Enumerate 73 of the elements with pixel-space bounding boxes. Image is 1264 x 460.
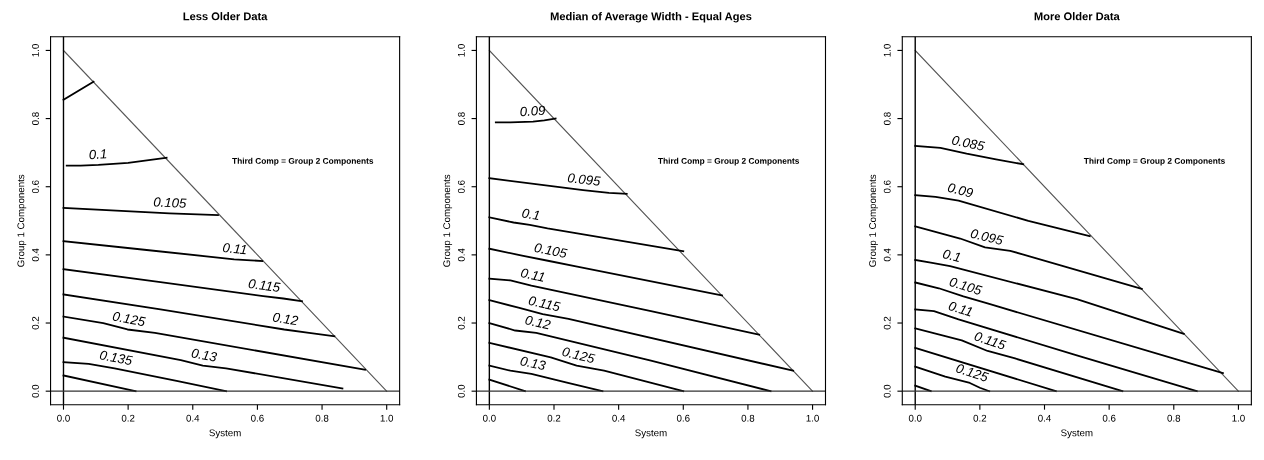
y-tick-label: 0.4 (883, 248, 891, 262)
series-label: 0.1 (89, 149, 107, 160)
text: 0.135 (99, 350, 134, 366)
x-axis-title: System (1061, 429, 1093, 439)
text: 0.125 (112, 311, 146, 327)
text: 0.11 (520, 267, 545, 282)
y-axis-title: Group 1 Components (869, 174, 878, 267)
text: 0.1 (942, 248, 961, 263)
y-tick-label: 1.0 (883, 44, 891, 57)
y-tick-label: 0.4 (457, 248, 465, 262)
x-tick-label: 0.2 (973, 414, 987, 422)
y-tick-label: 0.8 (32, 112, 39, 125)
text: 0.1 (521, 208, 540, 221)
text: 0.13 (191, 348, 218, 362)
x-tick-label: 0.4 (612, 414, 626, 422)
y-tick-label: 0.6 (883, 180, 891, 194)
x-tick-label: 1.0 (1232, 414, 1245, 422)
x-axis-title: System (209, 429, 241, 439)
y-tick-label: 1.0 (457, 44, 465, 57)
y-tick-label: 0.8 (883, 112, 891, 125)
x-tick-label: 0.6 (251, 414, 264, 422)
y-tick-label: 0.0 (457, 384, 465, 398)
y-tick-label: 0.6 (457, 180, 465, 194)
chart-title: Median of Average Width - Equal Ages (550, 12, 752, 23)
y-tick-label: 0.0 (32, 384, 39, 398)
y-tick-label: 0.8 (457, 112, 465, 125)
text: 0.125 (561, 346, 596, 364)
x-tick-label: 0.4 (186, 414, 200, 422)
text: 0.11 (222, 242, 247, 255)
text: 0.12 (524, 315, 552, 330)
x-tick-label: 0.8 (741, 414, 755, 422)
x-tick-label: 0.6 (676, 414, 690, 422)
x-tick-label: 0.0 (908, 414, 922, 422)
x-tick-label: 0.4 (1038, 414, 1051, 422)
y-tick-label: 0.2 (32, 316, 39, 330)
text: 0.105 (948, 276, 983, 296)
y-tick-label: 0.2 (883, 316, 891, 330)
y-tick-label: 0.0 (883, 384, 891, 398)
text: 0.115 (973, 331, 1007, 351)
x-tick-label: 0.6 (1102, 414, 1116, 422)
text: 0.105 (534, 242, 568, 259)
y-tick-label: 0.4 (32, 248, 39, 262)
series-label: 0.105 (153, 197, 187, 208)
x-tick-label: 0.2 (121, 414, 135, 422)
text: 0.13 (519, 356, 547, 371)
x-axis-title: System (635, 429, 667, 439)
y-axis-title: Group 1 Components (443, 174, 453, 267)
text: 0.095 (567, 172, 601, 186)
text: 0.115 (528, 295, 561, 312)
x-tick-label: 0.0 (482, 414, 496, 422)
chart-title: More Older Data (1034, 12, 1120, 21)
annotation: Third Comp = Group 2 Components (1083, 157, 1225, 166)
x-tick-label: 1.0 (380, 414, 394, 422)
text: 0.09 (947, 182, 974, 198)
x-tick-label: 0.8 (1167, 414, 1181, 422)
text: 0.095 (970, 228, 1004, 246)
series-label: 0.09 (520, 105, 546, 117)
text: 0.085 (951, 135, 986, 152)
x-tick-label: 0.0 (57, 414, 70, 422)
text: 0.12 (272, 312, 299, 326)
x-tick-label: 0.8 (315, 414, 329, 422)
y-axis-title: Group 1 Components (17, 174, 27, 267)
x-tick-label: 0.2 (547, 414, 561, 422)
annotation: Third Comp = Group 2 Components (658, 157, 800, 166)
y-tick-label: 1.0 (32, 44, 39, 57)
text: 0.115 (248, 278, 281, 293)
y-tick-label: 0.6 (32, 180, 39, 194)
text: 0.11 (948, 300, 973, 317)
x-tick-label: 1.0 (806, 414, 819, 422)
text: 0.125 (955, 363, 990, 383)
chart-title: Less Older Data (183, 12, 268, 21)
y-tick-label: 0.2 (457, 316, 465, 330)
annotation: Third Comp = Group 2 Components (232, 157, 374, 166)
